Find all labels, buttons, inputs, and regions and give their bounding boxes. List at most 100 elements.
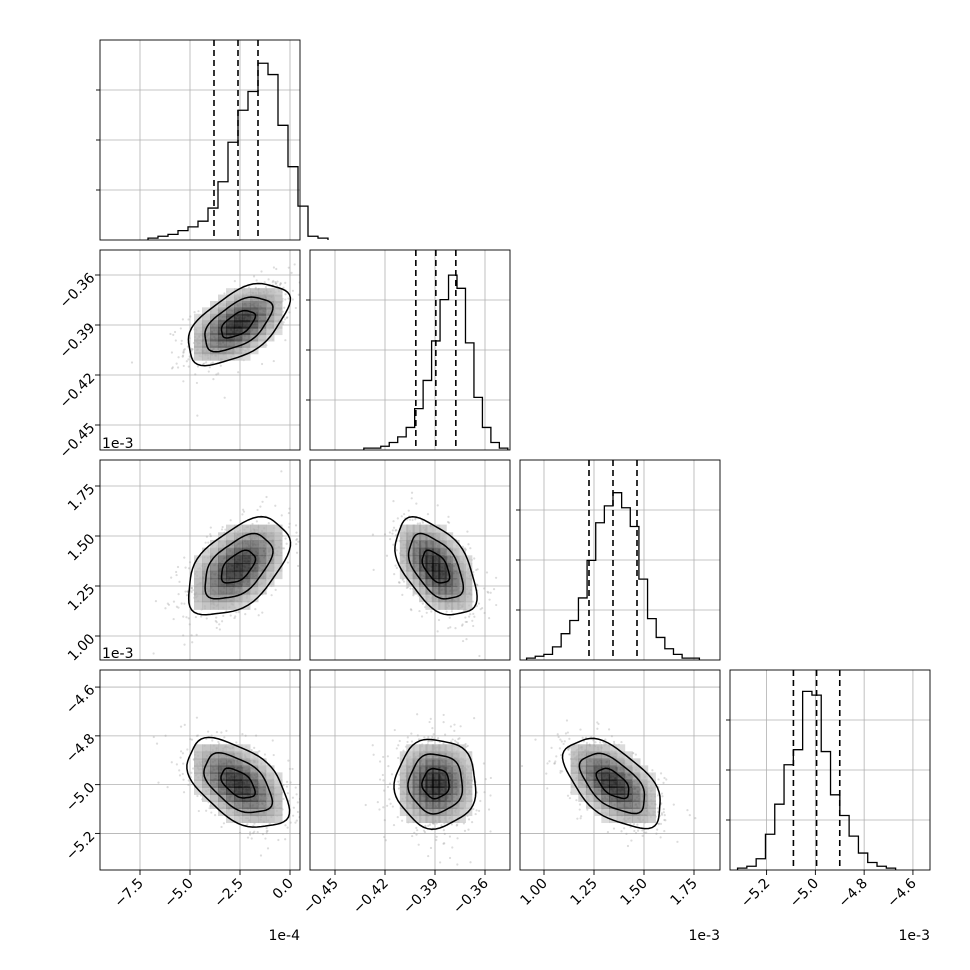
density-cell <box>609 758 618 767</box>
scatter-point <box>274 280 277 284</box>
density-cell <box>639 814 649 824</box>
scatter-point <box>636 829 640 832</box>
scatter-point <box>205 617 208 620</box>
scatter-point <box>492 588 496 591</box>
density-cell <box>234 779 243 788</box>
density-cell <box>451 547 460 557</box>
density-cell <box>578 744 587 753</box>
scatter-point <box>205 535 209 538</box>
scatter-point <box>209 533 212 536</box>
density-cell <box>258 793 267 802</box>
scatter-point <box>432 822 435 825</box>
density-cell <box>226 570 235 580</box>
histogram-step <box>147 62 329 240</box>
density-cell <box>226 339 235 348</box>
density-cell <box>451 814 460 824</box>
scatter-point <box>478 654 481 658</box>
density-cell <box>250 555 259 564</box>
density-cell <box>457 814 466 824</box>
scatter-point <box>265 830 268 833</box>
scatter-point <box>234 615 237 618</box>
scatter-point <box>194 615 197 619</box>
scatter-point <box>378 778 382 781</box>
scatter-point <box>485 571 489 574</box>
density-cell <box>242 555 251 564</box>
scatter-point <box>427 824 430 827</box>
density-cell <box>609 779 618 788</box>
scatter-point <box>177 593 180 596</box>
scatter-point <box>288 311 291 314</box>
density-cell <box>258 539 267 549</box>
scatter-point <box>410 497 413 500</box>
panel-2-0 <box>99 459 301 661</box>
scatter-point <box>256 508 259 512</box>
scatter-point <box>599 741 602 744</box>
density-cell <box>463 765 473 774</box>
scatter-point <box>560 740 563 743</box>
density-cell <box>406 814 415 824</box>
scatter-point <box>190 586 194 589</box>
scatter-point <box>392 520 395 523</box>
density-cell <box>226 326 235 336</box>
scatter-point <box>663 818 666 822</box>
scatter-point <box>467 828 470 831</box>
scatter-point <box>457 741 460 745</box>
scatter-point <box>489 591 492 594</box>
y-tick-label: −0.42 <box>57 370 99 412</box>
density-cell <box>258 786 267 795</box>
scatter-point <box>155 742 159 745</box>
scatter-point <box>447 515 450 518</box>
density-cell <box>624 793 633 802</box>
scatter-point <box>401 578 404 581</box>
scatter-point <box>250 749 253 752</box>
scatter-point <box>428 720 431 724</box>
scatter-point <box>235 741 238 744</box>
scatter-point <box>453 729 456 732</box>
scatter-point <box>238 831 242 834</box>
scatter-point <box>660 792 664 795</box>
scatter-point <box>176 366 180 369</box>
density-cell <box>274 779 283 788</box>
density-cell <box>234 339 243 348</box>
scatter-point <box>295 551 299 554</box>
density-cell <box>250 570 259 580</box>
scatter-point <box>195 716 199 719</box>
scatter-point <box>263 281 266 284</box>
density-cell <box>274 326 283 336</box>
scatter-point <box>483 587 486 590</box>
density-cell <box>624 807 633 817</box>
scatter-point <box>295 537 299 541</box>
density-cell <box>226 352 235 361</box>
scatter-point <box>477 809 481 812</box>
scatter-point <box>398 783 401 786</box>
scatter-point <box>643 831 646 834</box>
scatter-point <box>297 293 300 296</box>
density-cell <box>431 601 441 610</box>
scatter-point <box>182 349 185 352</box>
density-cell <box>438 524 447 534</box>
scatter-point <box>383 789 386 792</box>
density-cell <box>242 288 251 297</box>
scatter-point <box>279 282 282 285</box>
contour-line <box>561 737 661 830</box>
scatter-point <box>266 847 270 850</box>
density-cell <box>234 326 243 336</box>
density-cell <box>250 320 259 329</box>
panel-content <box>371 491 498 658</box>
scatter-point <box>182 380 185 383</box>
density-cell <box>463 586 473 595</box>
density-cell <box>242 300 251 310</box>
scatter-point <box>479 799 482 803</box>
density-cell <box>609 765 618 774</box>
scatter-point <box>578 808 581 811</box>
scatter-point <box>430 610 433 613</box>
density-cell <box>444 744 454 753</box>
density-cell <box>234 570 243 580</box>
scatter-point <box>429 740 432 743</box>
density-cell <box>226 765 235 774</box>
scatter-point <box>294 821 297 824</box>
density-cell <box>242 593 251 603</box>
density-cell <box>202 320 211 329</box>
scatter-point <box>472 807 475 811</box>
density-cell <box>451 586 460 595</box>
